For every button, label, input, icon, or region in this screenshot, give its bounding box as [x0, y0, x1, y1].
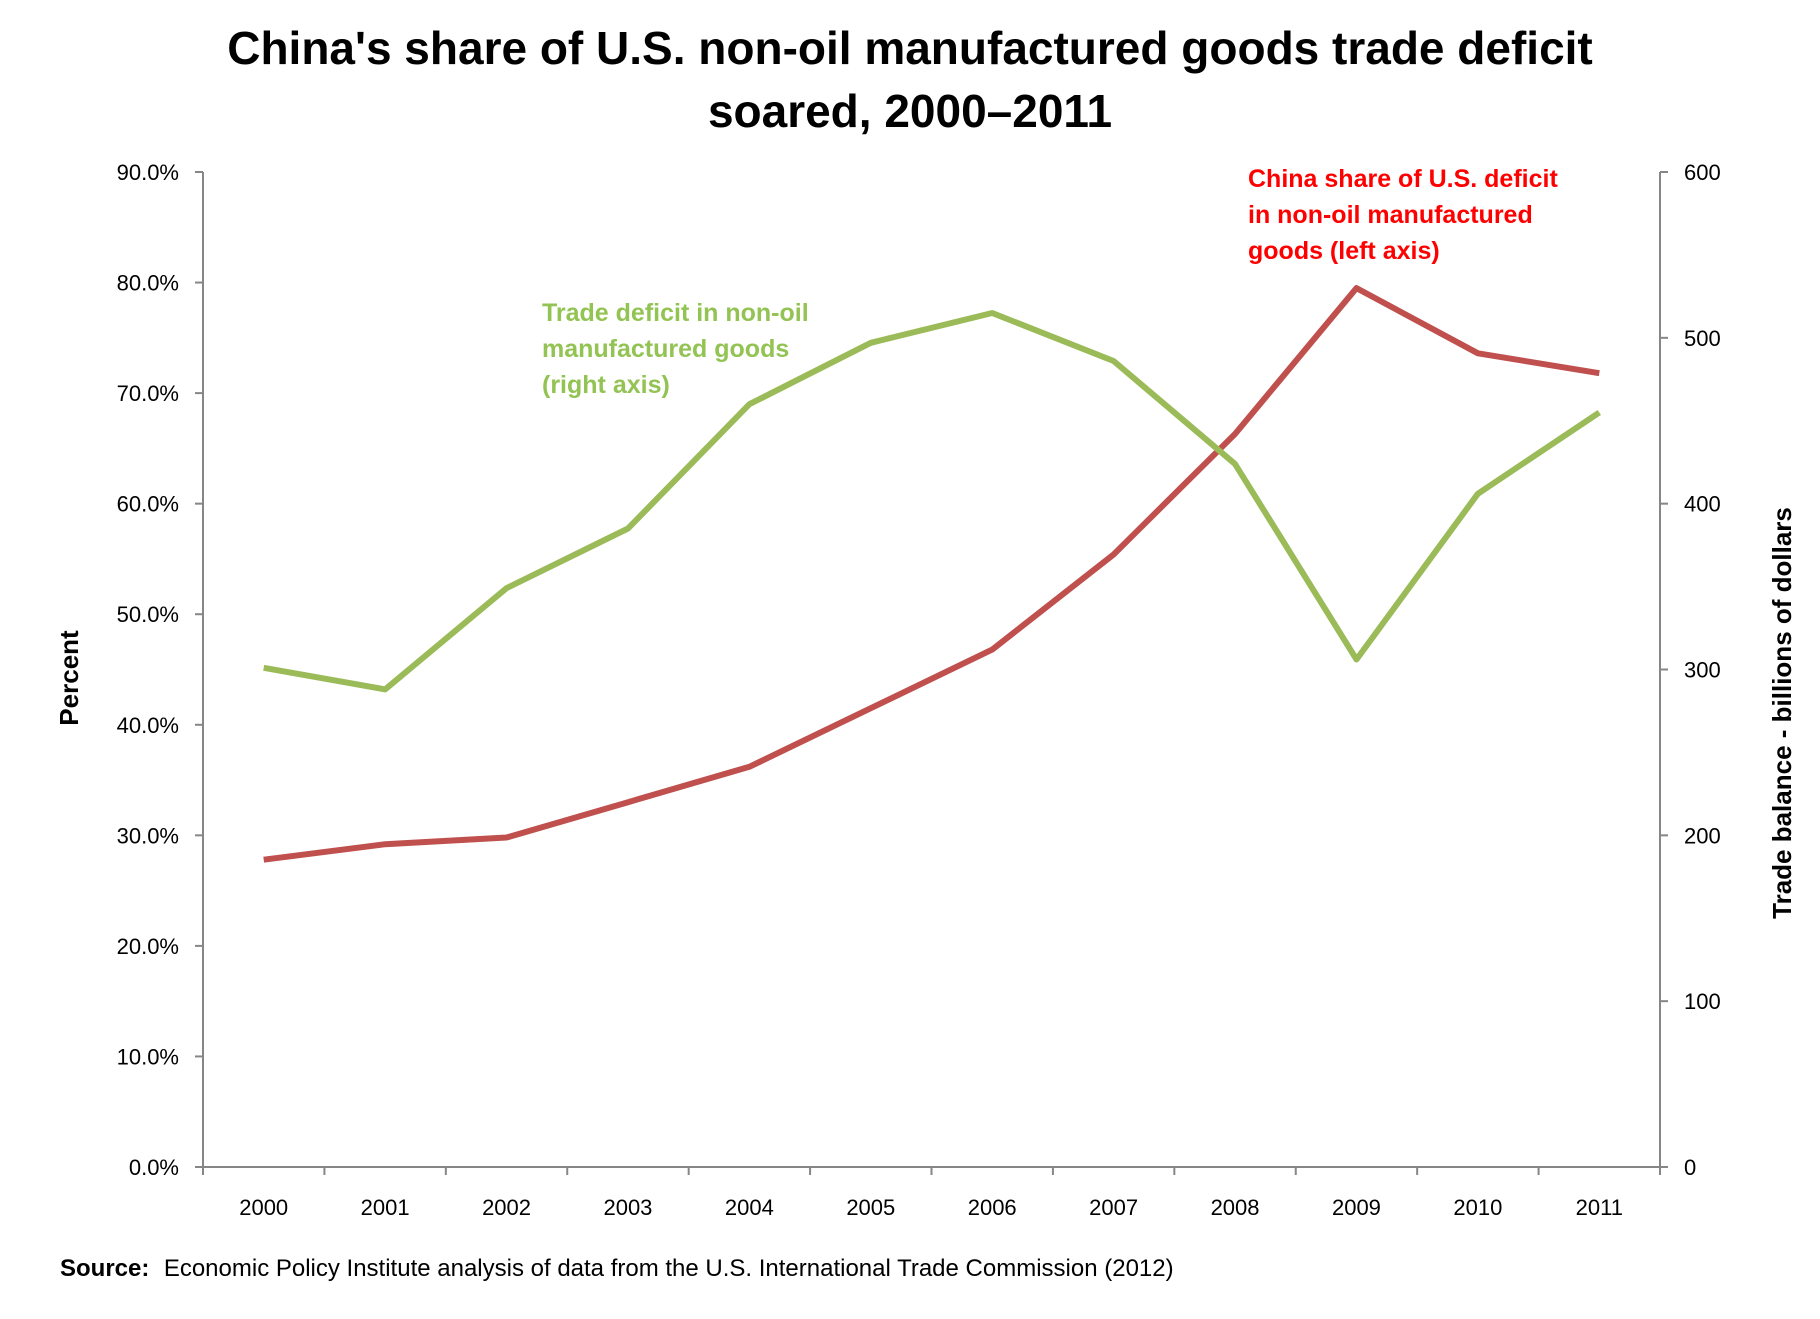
x-axis-tick-label: 2011: [1576, 1195, 1623, 1220]
right-axis-tick-label: 300: [1684, 658, 1721, 683]
x-axis-tick-label: 2004: [725, 1195, 774, 1220]
right-axis-tick-label: 600: [1684, 160, 1721, 185]
right-axis-tick-label: 400: [1684, 492, 1721, 517]
right-axis-ticks: 0 100 200 300 400 500 600: [1660, 160, 1721, 1180]
x-axis-tick-label: 2000: [239, 1195, 288, 1220]
x-axis-tick-label: 2003: [603, 1195, 652, 1220]
left-axis: 0.0% 10.0% 20.0% 30.0% 40.0% 50.0% 60.0% 70.0% 8…: [117, 160, 204, 1180]
x-axis-tick-label: 2005: [846, 1195, 895, 1220]
x-axis-tick-label: 2001: [361, 1195, 410, 1220]
right-axis-tick-label: 100: [1684, 989, 1721, 1014]
right-axis-tick-label: 0: [1684, 1155, 1696, 1180]
chart-title-line-2: soared, 2000–2011: [708, 85, 1112, 137]
right-axis-title: Trade balance - billions of dollars: [1767, 507, 1797, 919]
trade-deficit-annotation: Trade deficit in non-oil manufactured go…: [542, 299, 809, 399]
x-axis-tick-label: 2010: [1453, 1195, 1502, 1220]
source-note: Source: Economic Policy Institute analys…: [60, 1255, 1174, 1282]
left-axis-tick-label: 90.0%: [117, 160, 179, 185]
x-axis-tick-label: 2007: [1089, 1195, 1138, 1220]
trade-deficit-annotation-line-3: (right axis): [542, 371, 670, 399]
left-axis-tick-label: 0.0%: [129, 1155, 179, 1180]
x-axis-tick-label: 2009: [1332, 1195, 1381, 1220]
x-axis-tick-label: 2008: [1211, 1195, 1260, 1220]
x-axis: 2000 2001 2002 2003 2004 2005 2006 2007 2008 2009…: [202, 1166, 1661, 1220]
left-axis-tick-label: 60.0%: [117, 492, 179, 517]
left-axis-ticks: 0.0% 10.0% 20.0% 30.0% 40.0% 50.0% 60.0% 70.0% 8…: [117, 160, 203, 1180]
left-axis-tick-label: 80.0%: [117, 271, 179, 296]
china-share-annotation: China share of U.S. deficit in non-oil m…: [1248, 165, 1558, 265]
right-axis-tick-label: 200: [1684, 823, 1721, 848]
trade-deficit-annotation-line-1: Trade deficit in non-oil: [542, 299, 809, 327]
china-share-annotation-line-3: goods (left axis): [1248, 237, 1440, 265]
right-axis-tick-label: 500: [1684, 326, 1721, 351]
china-share-annotation-line-2: in non-oil manufactured: [1248, 201, 1533, 229]
source-text: Economic Policy Institute analysis of da…: [164, 1255, 1174, 1282]
left-axis-tick-label: 40.0%: [117, 713, 179, 738]
left-axis-title: Percent: [54, 630, 84, 726]
series-layer: [263, 285, 1601, 863]
series-line-trade_deficit: [263, 310, 1601, 693]
left-axis-tick-label: 70.0%: [117, 381, 179, 406]
trade-deficit-annotation-line-2: manufactured goods: [542, 335, 789, 363]
x-axis-tick-label: 2006: [968, 1195, 1017, 1220]
right-axis: 0 100 200 300 400 500 600: [1659, 160, 1721, 1180]
x-axis-ticks: 2000 2001 2002 2003 2004 2005 2006 2007 2008 2009…: [202, 1167, 1661, 1220]
left-axis-tick-label: 20.0%: [117, 934, 179, 959]
source-label: Source:: [60, 1255, 149, 1282]
left-axis-tick-label: 10.0%: [117, 1044, 179, 1069]
china-share-annotation-line-1: China share of U.S. deficit: [1248, 165, 1558, 193]
left-axis-tick-label: 30.0%: [117, 823, 179, 848]
left-axis-tick-label: 50.0%: [117, 602, 179, 627]
x-axis-tick-label: 2002: [482, 1195, 531, 1220]
series-line-china_share: [263, 285, 1600, 863]
chart-title-line-1: China's share of U.S. non-oil manufactur…: [227, 22, 1593, 74]
